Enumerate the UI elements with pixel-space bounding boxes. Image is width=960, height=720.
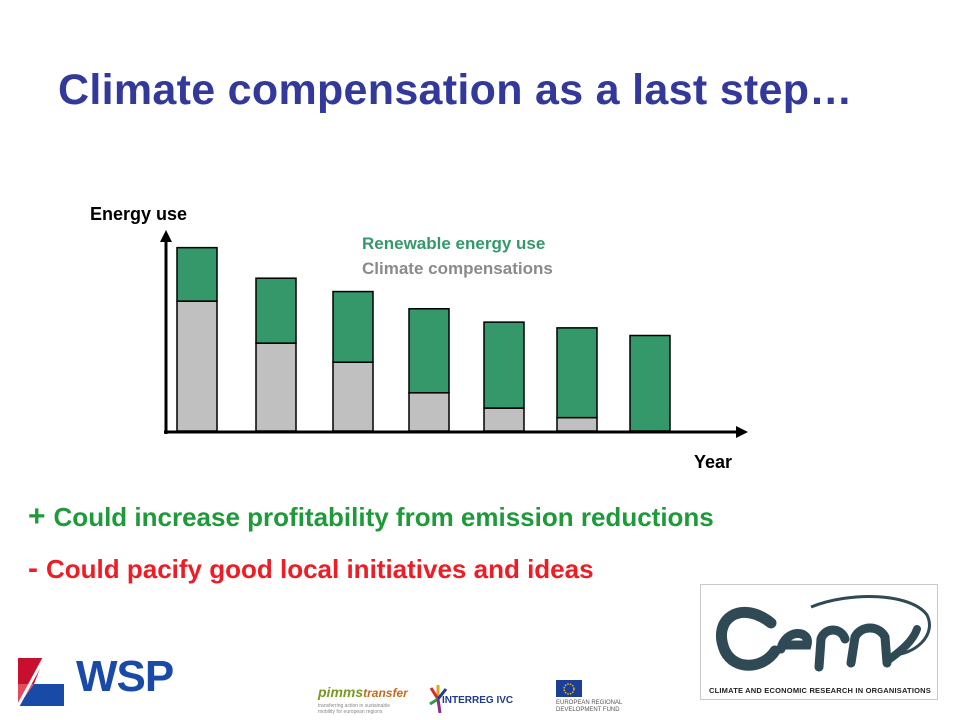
x-axis-label: Year [694,452,732,472]
wsp-wordmark: WSP [76,652,174,701]
stacked-bar-chart: Energy use Year Renewable energy use Cli… [90,204,748,472]
con-bullet: - Could pacify good local initiatives and… [28,552,594,586]
wsp-logo: WSP [14,650,184,710]
pro-bullet: + Could increase profitability from emiss… [28,500,714,534]
cero-caption: CLIMATE AND ECONOMIC RESEARCH IN ORGANIS… [709,686,931,695]
eu-flag-icon [556,680,582,697]
renewable-bar-7 [629,334,671,432]
pimms-transfer-word: transfer [363,686,408,700]
con-text: Could pacify good local initiatives and … [46,554,594,584]
renewable-bar-6 [556,327,598,419]
y-axis-label: Energy use [90,204,187,224]
pro-text: Could increase profitability from emissi… [53,502,714,532]
renewable-bar-3 [332,290,374,363]
bars-group [176,246,671,432]
wsp-mark-icon [16,657,64,707]
compensation-bar-3 [332,361,374,432]
compensation-bar-1 [176,300,218,432]
eu-fund-logo: EUROPEAN REGIONAL DEVELOPMENT FUND [556,680,666,718]
pimms-word: pimms [318,684,364,700]
renewable-bar-5 [483,321,525,409]
legend-renewable: Renewable energy use [362,234,545,253]
interreg-logo: INTERREG IVC [428,682,538,716]
plus-sign: + [28,500,46,533]
compensation-bar-4 [408,392,450,432]
x-axis-arrow [736,426,748,438]
compensation-bar-5 [483,407,525,432]
cero-logo: CLIMATE AND ECONOMIC RESEARCH IN ORGANIS… [700,584,938,700]
cero-mark-icon [715,595,931,672]
eu-caption-line1: EUROPEAN REGIONAL [556,700,623,706]
minus-sign: - [28,552,38,585]
compensation-bar-6 [556,416,598,432]
renewable-bar-1 [176,246,218,302]
legend-compensation: Climate compensations [362,259,553,278]
compensation-bar-2 [255,342,297,432]
pimms-tagline: transferring action in sustainable mobil… [318,703,390,715]
renewable-bar-4 [408,308,450,394]
interreg-star-icon [429,685,448,714]
pimms-transfer-logo: pimmstransfer transferring action in sus… [318,684,408,715]
y-axis-arrow [160,230,172,242]
eu-caption-line2: DEVELOPMENT FUND [556,707,620,713]
eu-caption: EUROPEAN REGIONAL DEVELOPMENT FUND [556,700,646,714]
renewable-bar-2 [255,277,297,344]
interreg-label: INTERREG IVC [442,695,514,706]
slide-title: Climate compensation as a last step… [58,66,853,114]
